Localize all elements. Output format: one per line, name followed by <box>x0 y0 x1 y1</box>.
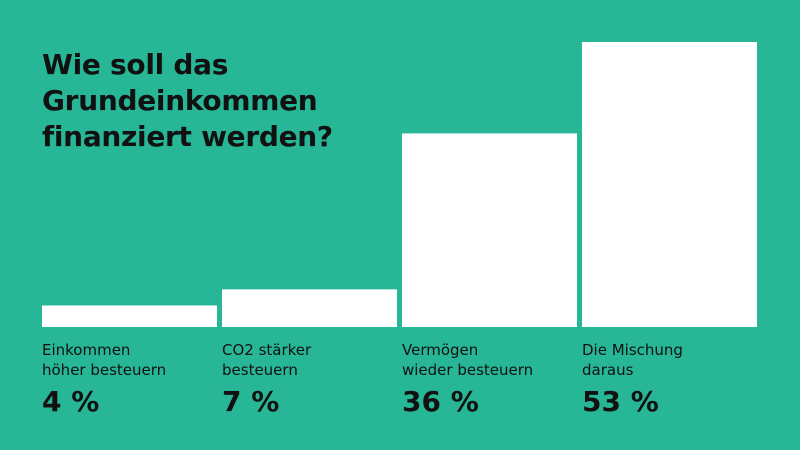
category-label-2-line-1: CO2 stärker <box>222 341 312 359</box>
title-line-2: Grundeinkommen <box>42 84 318 117</box>
bar-2 <box>222 289 397 327</box>
category-label-2: CO2 stärker besteuern <box>222 340 392 380</box>
category-label-1-line-1: Einkommen <box>42 341 131 359</box>
title-line-1: Wie soll das <box>42 48 229 81</box>
value-label-4: 53 % <box>582 385 659 418</box>
category-label-4-line-2: daraus <box>582 361 634 379</box>
chart-title: Wie soll das Grundeinkommen finanziert w… <box>42 47 372 155</box>
category-label-4: Die Mischung daraus <box>582 340 752 380</box>
value-label-1: 4 % <box>42 385 100 418</box>
value-label-3: 36 % <box>402 385 479 418</box>
bar-1 <box>42 305 217 327</box>
bar-4 <box>582 42 757 327</box>
title-line-3: finanziert werden? <box>42 120 333 153</box>
category-label-3-line-1: Vermögen <box>402 341 479 359</box>
category-label-1-line-2: höher besteuern <box>42 361 167 379</box>
category-label-3-line-2: wieder besteuern <box>402 361 534 379</box>
category-label-2-line-2: besteuern <box>222 361 298 379</box>
value-label-2: 7 % <box>222 385 280 418</box>
bar-3 <box>402 133 577 327</box>
category-label-3: Vermögen wieder besteuern <box>402 340 572 380</box>
category-label-1: Einkommen höher besteuern <box>42 340 212 380</box>
category-label-4-line-1: Die Mischung <box>582 341 683 359</box>
